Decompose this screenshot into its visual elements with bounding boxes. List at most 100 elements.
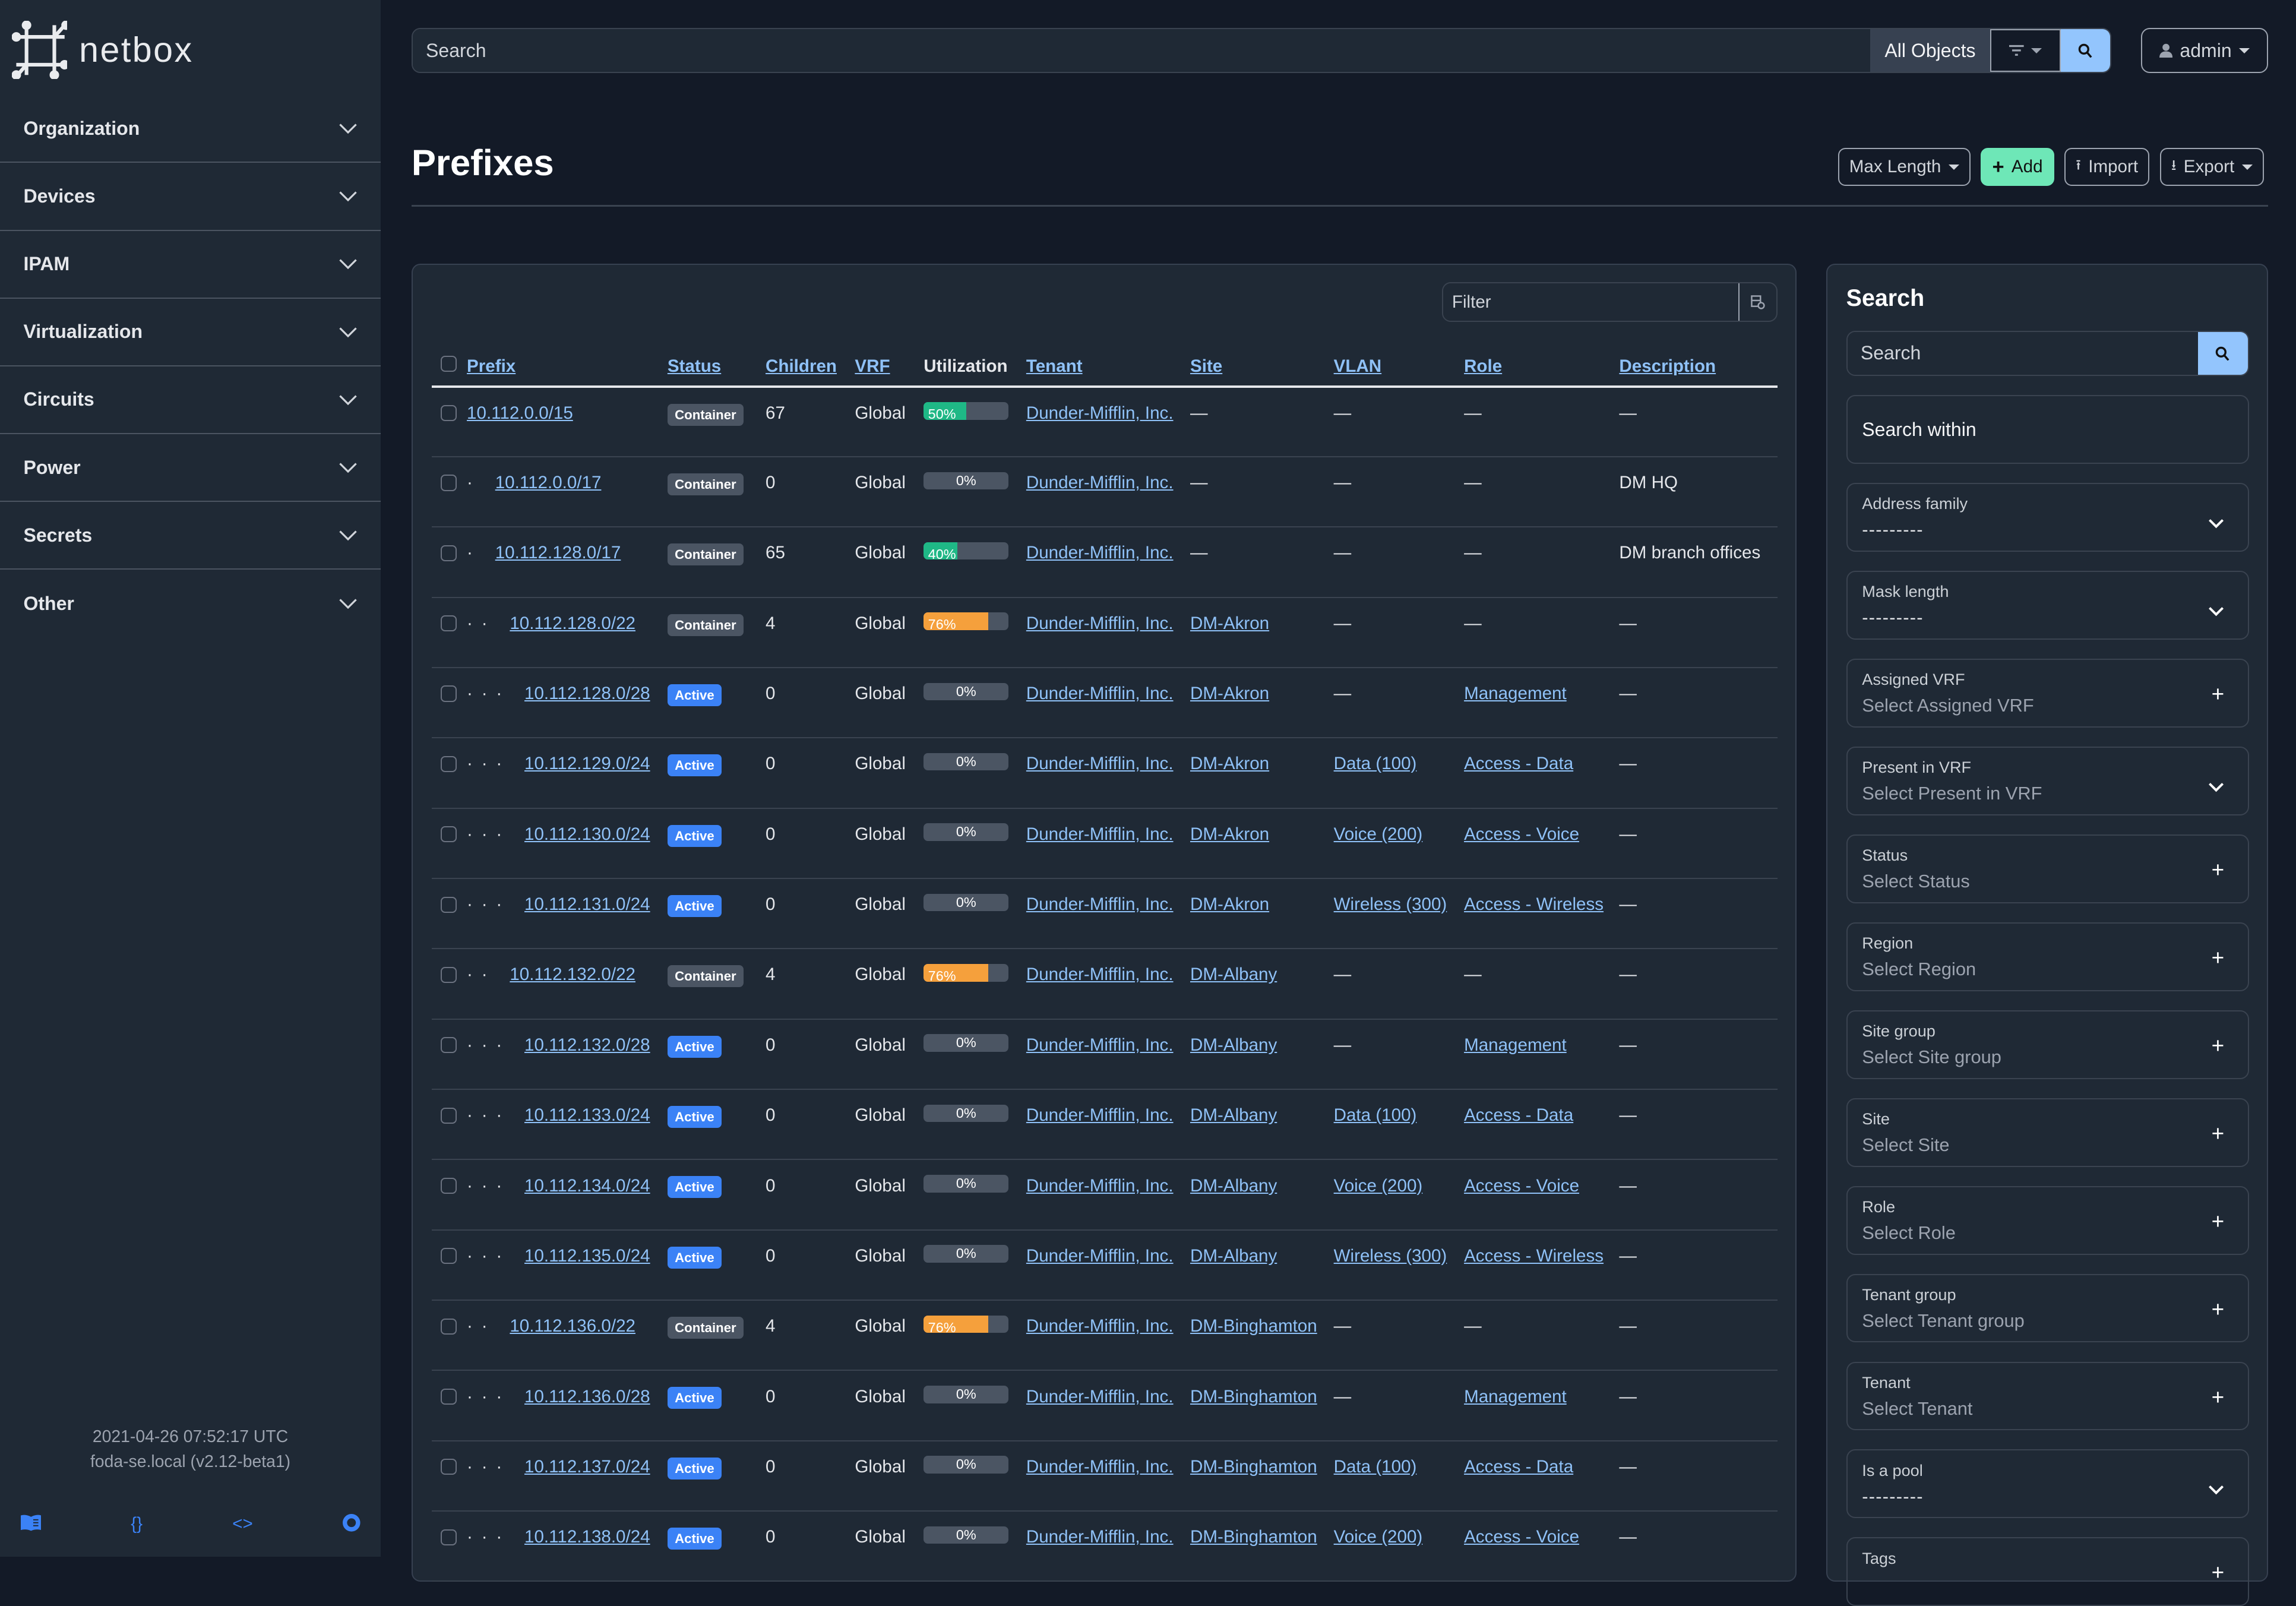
column-header-vlan[interactable]: VLAN [1333,345,1465,388]
filter-field-assigned-vrf[interactable]: Assigned VRF Select Assigned VRF + [1846,659,2249,728]
column-sort-link[interactable]: Description [1619,356,1716,376]
sidebar-item-devices[interactable]: Devices [0,163,381,231]
prefix-link[interactable]: 10.112.133.0/24 [524,1105,650,1126]
max-length-button[interactable]: Max Length [1838,148,1971,186]
prefix-link[interactable]: 10.112.0.0/17 [495,473,602,493]
row-checkbox[interactable] [440,685,457,702]
vlan-link[interactable]: Wireless (300) [1333,894,1447,915]
prefix-link[interactable]: 10.112.136.0/28 [524,1386,650,1406]
row-checkbox[interactable] [440,1459,457,1475]
column-sort-link[interactable]: Site [1190,356,1223,376]
tenant-link[interactable]: Dunder-Mifflin, Inc. [1026,754,1174,774]
panel-search-input[interactable] [1847,331,2198,375]
column-header-role[interactable]: Role [1464,345,1620,388]
column-header-tenant[interactable]: Tenant [1026,345,1190,388]
prefix-link[interactable]: 10.112.135.0/24 [524,1245,650,1266]
row-checkbox[interactable] [440,755,457,772]
row-checkbox[interactable] [440,826,457,843]
prefix-link[interactable]: 10.112.138.0/24 [524,1527,650,1547]
sidebar-item-circuits[interactable]: Circuits [0,366,381,435]
vlan-link[interactable]: Wireless (300) [1333,1245,1447,1266]
site-link[interactable]: DM-Binghamton [1190,1456,1317,1477]
site-link[interactable]: DM-Albany [1190,1245,1277,1266]
vlan-link[interactable]: Data (100) [1333,1105,1417,1126]
column-sort-link[interactable]: Tenant [1026,356,1083,376]
role-link[interactable]: Management [1464,1386,1567,1406]
tenant-link[interactable]: Dunder-Mifflin, Inc. [1026,1386,1174,1406]
site-link[interactable]: DM-Binghamton [1190,1316,1317,1336]
column-sort-link[interactable]: Children [766,356,837,376]
column-header-description[interactable]: Description [1619,345,1778,388]
select-all-checkbox[interactable] [440,355,457,372]
prefix-link[interactable]: 10.112.0.0/15 [467,403,573,423]
tenant-link[interactable]: Dunder-Mifflin, Inc. [1026,894,1174,915]
site-link[interactable]: DM-Akron [1190,684,1270,704]
prefix-link[interactable]: 10.112.132.0/22 [510,965,635,985]
column-sort-link[interactable]: Prefix [467,356,516,376]
filter-field-present-in-vrf[interactable]: Present in VRF Select Present in VRF [1846,746,2249,815]
filter-field-is-a-pool[interactable]: Is a pool --------- [1846,1449,2249,1519]
site-link[interactable]: DM-Albany [1190,1035,1277,1055]
filter-field-region[interactable]: Region Select Region + [1846,922,2249,991]
code-icon[interactable]: <> [232,1514,253,1534]
role-link[interactable]: Access - Wireless [1464,1245,1604,1266]
filter-field-tags[interactable]: Tags + [1846,1537,2249,1606]
vlan-link[interactable]: Data (100) [1333,1456,1417,1477]
vlan-link[interactable]: Voice (200) [1333,1527,1423,1547]
prefix-link[interactable]: 10.112.128.0/28 [524,684,650,704]
tenant-link[interactable]: Dunder-Mifflin, Inc. [1026,1527,1174,1547]
sidebar-item-secrets[interactable]: Secrets [0,502,381,570]
role-link[interactable]: Access - Data [1464,754,1574,774]
role-link[interactable]: Management [1464,1035,1567,1055]
search-within-input[interactable]: Search within [1846,395,2249,464]
row-checkbox[interactable] [440,1037,457,1054]
row-checkbox[interactable] [440,1529,457,1545]
row-checkbox[interactable] [440,1248,457,1264]
column-sort-link[interactable]: Role [1464,356,1503,376]
braces-icon[interactable]: {} [131,1514,143,1534]
sidebar-item-other[interactable]: Other [0,570,381,637]
prefix-link[interactable]: 10.112.132.0/28 [524,1035,650,1055]
column-sort-link[interactable]: VRF [855,356,890,376]
site-link[interactable]: DM-Albany [1190,1105,1277,1126]
lifebuoy-icon[interactable] [342,1514,360,1532]
column-sort-link[interactable]: VLAN [1333,356,1382,376]
row-checkbox[interactable] [440,475,457,491]
book-icon[interactable] [20,1514,42,1532]
site-link[interactable]: DM-Akron [1190,754,1270,774]
vlan-link[interactable]: Voice (200) [1333,1175,1423,1196]
tenant-link[interactable]: Dunder-Mifflin, Inc. [1026,1245,1174,1266]
tenant-link[interactable]: Dunder-Mifflin, Inc. [1026,824,1174,844]
sidebar-item-power[interactable]: Power [0,434,381,502]
netbox-logo[interactable]: netbox [11,20,194,80]
row-checkbox[interactable] [440,615,457,632]
table-filter-input[interactable] [1443,283,1738,321]
tenant-link[interactable]: Dunder-Mifflin, Inc. [1026,1035,1174,1055]
filter-field-tenant[interactable]: Tenant Select Tenant + [1846,1361,2249,1431]
filter-field-status[interactable]: Status Select Status + [1846,834,2249,903]
prefix-link[interactable]: 10.112.128.0/22 [510,613,635,633]
column-header-prefix[interactable]: Prefix [467,345,668,388]
table-config-button[interactable] [1738,283,1776,321]
role-link[interactable]: Management [1464,684,1567,704]
tenant-link[interactable]: Dunder-Mifflin, Inc. [1026,1316,1174,1336]
column-header-site[interactable]: Site [1190,345,1334,388]
user-menu-button[interactable]: admin [2140,27,2269,74]
tenant-link[interactable]: Dunder-Mifflin, Inc. [1026,613,1174,633]
site-link[interactable]: DM-Albany [1190,965,1277,985]
role-link[interactable]: Access - Data [1464,1105,1574,1126]
row-checkbox[interactable] [440,966,457,983]
filter-field-site[interactable]: Site Select Site + [1846,1098,2249,1167]
export-button[interactable]: ⭳ Export [2159,148,2264,186]
role-link[interactable]: Access - Voice [1464,1527,1580,1547]
row-checkbox[interactable] [440,1177,457,1194]
role-link[interactable]: Access - Voice [1464,1175,1580,1196]
role-link[interactable]: Access - Data [1464,1456,1574,1477]
site-link[interactable]: DM-Binghamton [1190,1386,1317,1406]
row-checkbox[interactable] [440,1318,457,1335]
filter-field-address-family[interactable]: Address family --------- [1846,483,2249,552]
site-link[interactable]: DM-Binghamton [1190,1527,1317,1547]
import-button[interactable]: ⭱ Import [2064,148,2150,186]
global-search-button[interactable] [2060,29,2111,72]
row-checkbox[interactable] [440,1388,457,1405]
